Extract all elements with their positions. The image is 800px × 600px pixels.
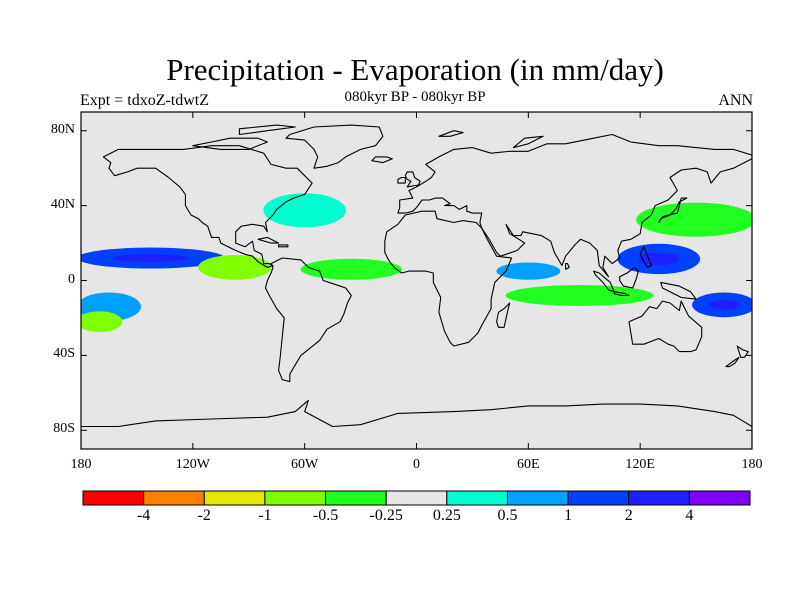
coastline xyxy=(257,236,280,244)
season-label: ANN xyxy=(718,92,753,109)
colorbar-swatch xyxy=(82,490,145,506)
coastline xyxy=(192,137,268,150)
colorbar-swatch xyxy=(628,490,690,506)
colorbar-swatch xyxy=(264,490,327,506)
coastline xyxy=(384,210,513,347)
colorbar-label: -1 xyxy=(258,507,272,524)
coastline xyxy=(660,281,697,300)
pme-region xyxy=(505,284,654,306)
colorbar-swatch xyxy=(203,490,266,506)
x-tick-label: 60W xyxy=(291,457,319,472)
y-tick-label: 0 xyxy=(68,271,75,287)
chart-subtitle: 080kyr BP - 080kyr BP xyxy=(344,89,486,105)
pme-region-core xyxy=(112,254,190,262)
coastline xyxy=(397,133,752,278)
coastline xyxy=(397,176,406,184)
colorbar-swatch xyxy=(446,490,508,506)
pme-region-core xyxy=(708,300,740,310)
coastline xyxy=(613,291,630,297)
colorbar-swatch xyxy=(506,490,569,506)
colorbar-label: -4 xyxy=(136,507,151,524)
y-tick-label: 80S xyxy=(53,421,75,437)
coastline xyxy=(512,135,544,149)
y-tick-label: 80N xyxy=(50,121,75,137)
pme-field xyxy=(81,193,752,333)
axis-ticks xyxy=(80,112,753,449)
coastline xyxy=(496,302,511,328)
x-tick-label: 60E xyxy=(517,457,540,472)
colorbar-label: 2 xyxy=(624,507,633,524)
colorbar-swatch xyxy=(325,490,387,506)
colorbar-label: -0.25 xyxy=(369,507,403,524)
pme-region-core xyxy=(638,252,680,266)
coastline xyxy=(628,300,703,353)
map-background xyxy=(81,112,752,449)
coastline xyxy=(404,171,421,188)
coastline xyxy=(81,399,752,449)
coastline xyxy=(725,356,740,368)
coastlines xyxy=(81,124,752,449)
coastline xyxy=(658,197,688,224)
colorbar-label: -0.5 xyxy=(312,507,339,524)
colorbar-swatch xyxy=(688,490,751,506)
pme-region xyxy=(496,262,561,280)
coastline xyxy=(238,124,296,136)
colorbar-swatch xyxy=(385,490,448,506)
coastline xyxy=(619,266,639,289)
x-tick-label: 180 xyxy=(741,457,763,472)
coastline xyxy=(736,345,749,358)
colorbar xyxy=(82,490,751,506)
x-tick-label: 120W xyxy=(175,457,210,472)
coastline xyxy=(102,145,313,268)
colorbar-label: 4 xyxy=(685,507,694,524)
coastline xyxy=(371,156,393,164)
coastline xyxy=(285,124,384,169)
pme-region xyxy=(198,255,272,280)
coastline xyxy=(264,257,352,383)
colorbar-label: 0.25 xyxy=(432,507,461,524)
coastline xyxy=(565,263,570,270)
coastline xyxy=(278,244,289,248)
coastline xyxy=(639,246,652,268)
x-tick-label: 0 xyxy=(413,457,420,472)
map-area-fill xyxy=(81,112,752,449)
pme-region xyxy=(300,258,402,280)
pme-region xyxy=(263,193,346,228)
x-tick-label: 180 xyxy=(70,457,92,472)
pme-region xyxy=(636,202,752,237)
pme-region xyxy=(81,311,123,333)
colorbar-label: 1 xyxy=(564,507,573,524)
colorbar-label: -2 xyxy=(197,507,211,524)
colorbar-swatch xyxy=(143,490,205,506)
experiment-label: Expt = tdxoZ-tdwtZ xyxy=(80,92,210,109)
x-tick-label: 120E xyxy=(625,457,655,472)
y-tick-label: 40N xyxy=(50,196,75,212)
colorbar-label: 0.5 xyxy=(497,507,518,524)
chart-title: Precipitation - Evaporation (in mm/day) xyxy=(166,52,664,87)
y-tick-label: 40S xyxy=(53,346,75,362)
coastline xyxy=(593,270,615,293)
colorbar-swatch xyxy=(567,490,630,506)
coastline xyxy=(438,130,464,137)
